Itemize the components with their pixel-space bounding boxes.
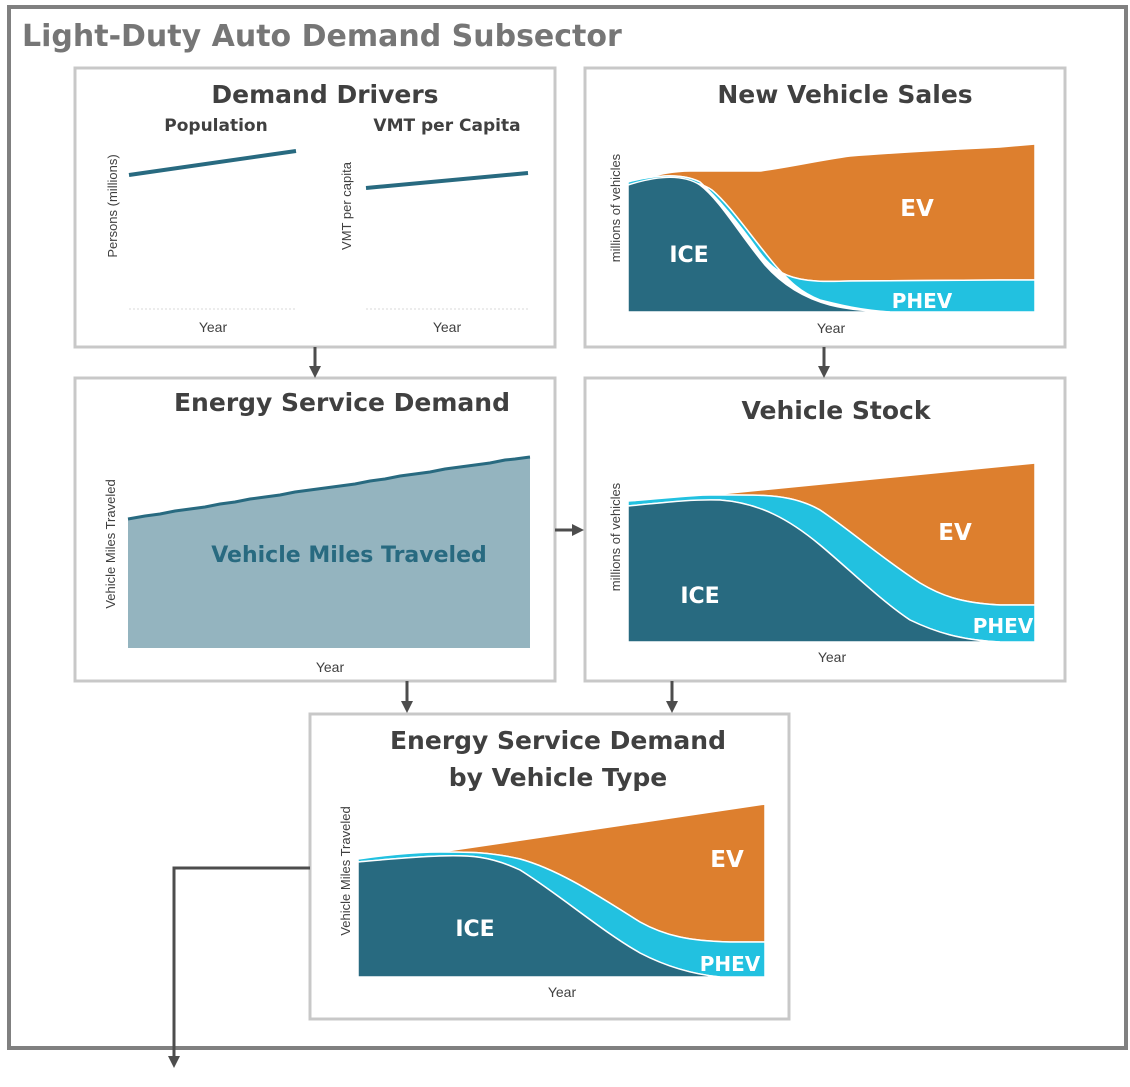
esd-xlabel: Year (316, 659, 345, 675)
sales-xlabel: Year (817, 320, 846, 336)
population-ylabel: Persons (millions) (105, 154, 120, 257)
new-vehicle-sales-panel: New Vehicle Sales EV ICE PHEV millions o… (583, 66, 1067, 349)
stock-ylabel: millions of vehicles (608, 482, 623, 591)
vmt-per-capita-xlabel: Year (433, 319, 462, 335)
stock-phev-label: PHEV (973, 614, 1034, 638)
esd-type-ice-label: ICE (455, 917, 494, 942)
stock-ice-area (627, 499, 1001, 643)
vmt-per-capita-line (365, 171, 529, 190)
subsector-frame (7, 5, 1128, 1050)
esd-by-type-title-line1: Energy Service Demand (390, 726, 726, 755)
demand-drivers-panel: Demand Drivers Population Persons (milli… (73, 66, 557, 349)
connector-arrows (168, 347, 830, 1068)
energy-service-demand-title: Energy Service Demand (174, 388, 510, 417)
stock-xlabel: Year (818, 649, 847, 665)
sales-ev-label: EV (900, 196, 934, 222)
vehicle-stock-title: Vehicle Stock (742, 396, 932, 425)
stock-ev-label: EV (938, 520, 972, 546)
vmt-line (127, 455, 531, 521)
population-line (128, 149, 297, 177)
population-title: Population (164, 116, 267, 136)
esd-ylabel: Vehicle Miles Traveled (103, 479, 118, 608)
sales-phev-area (627, 175, 1036, 313)
demand-drivers-title: Demand Drivers (211, 80, 438, 109)
energy-service-demand-panel: Energy Service Demand Vehicle Miles Trav… (73, 376, 557, 683)
esd-type-ev-label: EV (710, 847, 744, 873)
vmt-area (128, 457, 530, 648)
esd-type-ice-area (357, 854, 721, 978)
arrow-output (168, 866, 310, 1068)
esd-by-type-panel: Energy Service Demand by Vehicle Type EV… (308, 712, 791, 1021)
stock-ice-label: ICE (680, 584, 719, 609)
sales-ylabel: millions of vehicles (608, 153, 623, 262)
subsector-title: Light-Duty Auto Demand Subsector (22, 19, 622, 54)
esd-by-type-title-line2: by Vehicle Type (449, 763, 667, 792)
vmt-per-capita-ylabel: VMT per capita (339, 161, 354, 250)
esd-type-phev-label: PHEV (700, 952, 761, 976)
sales-ice-label: ICE (669, 243, 708, 268)
vmt-area-label: Vehicle Miles Traveled (211, 543, 487, 568)
new-vehicle-sales-title: New Vehicle Sales (717, 80, 972, 109)
sales-phev-label: PHEV (892, 289, 953, 313)
demand-drivers-border (73, 66, 557, 349)
sales-ice-area (627, 176, 891, 313)
vmt-per-capita-title: VMT per Capita (373, 116, 520, 136)
population-xlabel: Year (199, 319, 228, 335)
esd-type-ylabel: Vehicle Miles Traveled (338, 806, 353, 935)
esd-type-xlabel: Year (548, 984, 577, 1000)
vehicle-stock-panel: Vehicle Stock EV ICE PHEV millions of ve… (583, 376, 1067, 683)
